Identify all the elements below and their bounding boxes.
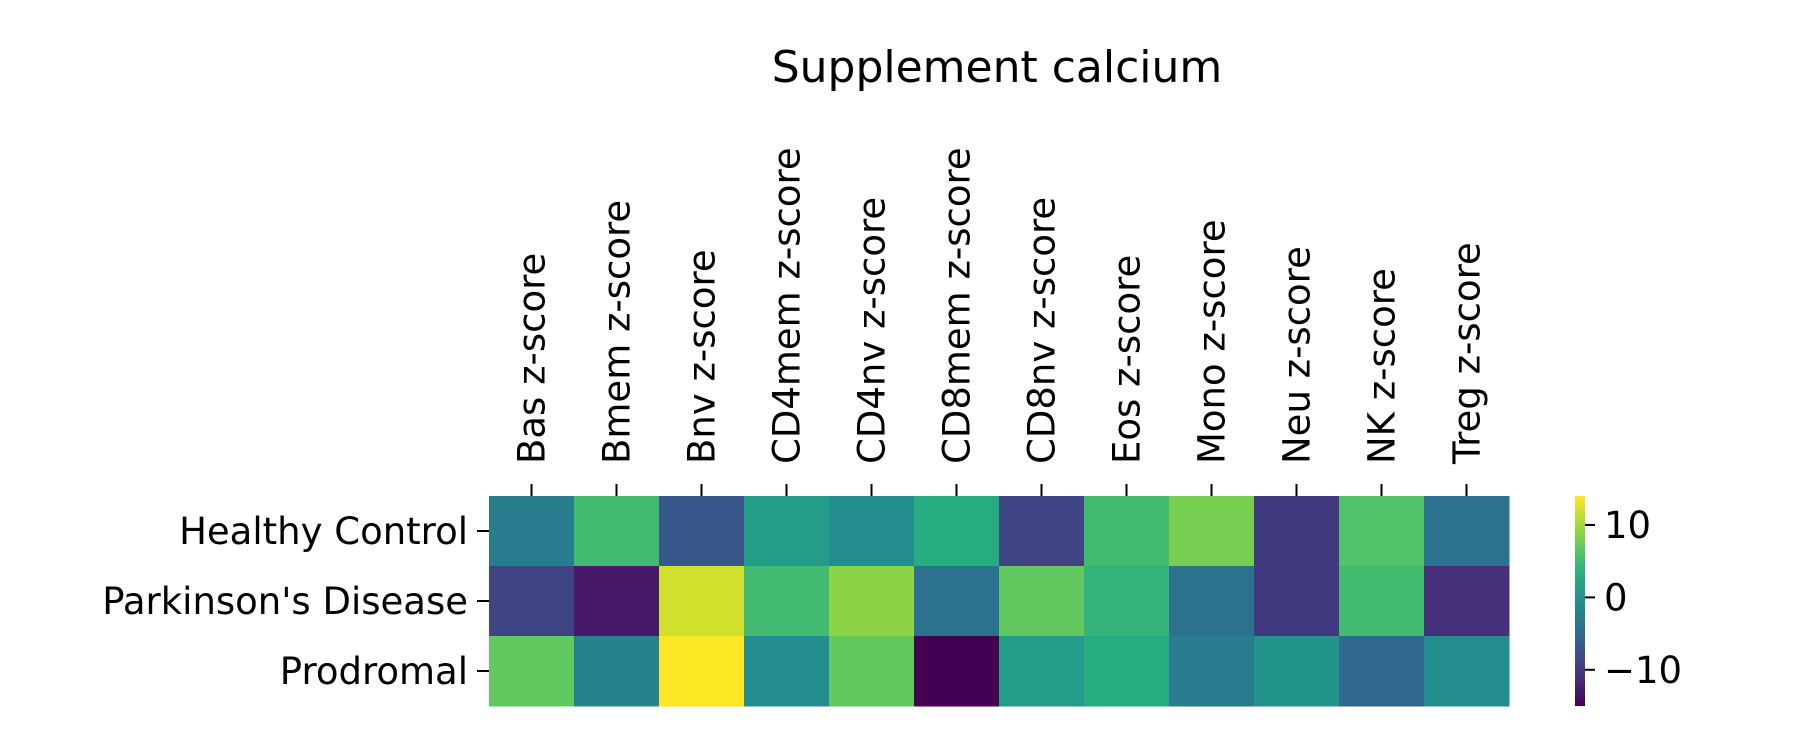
heatmap-cell bbox=[999, 566, 1085, 637]
x-tick-label: Bmem z-score bbox=[596, 200, 639, 464]
heatmap-cell bbox=[1084, 566, 1170, 637]
colorbar-tick-label: 10 bbox=[1604, 504, 1651, 547]
heatmap-cell bbox=[914, 636, 1000, 707]
heatmap-cell bbox=[489, 566, 575, 637]
x-tick-label: Bas z-score bbox=[511, 253, 554, 464]
heatmap-cell bbox=[1254, 566, 1340, 637]
heatmap-cell bbox=[999, 496, 1085, 567]
heatmap-cell bbox=[1169, 566, 1255, 637]
x-tick-label: Treg z-score bbox=[1446, 242, 1489, 465]
heatmap-cell bbox=[489, 496, 575, 567]
heatmap-cell bbox=[744, 496, 830, 567]
x-tick-label: CD8nv z-score bbox=[1021, 197, 1064, 464]
colorbar-tick-label: 0 bbox=[1604, 576, 1628, 619]
x-axis: Bas z-score Bmem z-score Bnv z-score CD4mem… bbox=[511, 147, 1489, 496]
heatmap-cell bbox=[1169, 636, 1255, 707]
heatmap-cell bbox=[1424, 496, 1510, 567]
heatmap-cell bbox=[489, 636, 575, 707]
heatmap-cell bbox=[744, 636, 830, 707]
heatmap-cell bbox=[1339, 496, 1425, 567]
heatmap-cell bbox=[1424, 636, 1510, 707]
colorbar: 10 0 −10 bbox=[1575, 496, 1682, 706]
heatmap-cell bbox=[1254, 636, 1340, 707]
heatmap-cell bbox=[1254, 496, 1340, 567]
heatmap-cell bbox=[914, 496, 1000, 567]
heatmap-cell bbox=[829, 636, 915, 707]
heatmap-cell bbox=[574, 636, 660, 707]
x-tick-label: Bnv z-score bbox=[681, 249, 724, 464]
colorbar-gradient bbox=[1575, 496, 1585, 706]
heatmap-cell bbox=[999, 636, 1085, 707]
y-tick-label: Prodromal bbox=[280, 650, 468, 693]
heatmap-cell bbox=[1424, 566, 1510, 637]
y-tick-label: Parkinson's Disease bbox=[102, 580, 468, 623]
heatmap-cell bbox=[1339, 566, 1425, 637]
x-tick-label: CD4nv z-score bbox=[851, 197, 894, 464]
heatmap-cell bbox=[659, 496, 745, 567]
heatmap-cell bbox=[1084, 636, 1170, 707]
x-tick-label: Neu z-score bbox=[1276, 246, 1319, 464]
heatmap-cell bbox=[659, 636, 745, 707]
heatmap-cells bbox=[489, 496, 1510, 707]
y-axis: Healthy Control Parkinson's Disease Prodro… bbox=[102, 510, 489, 693]
x-tick-label: CD4mem z-score bbox=[766, 147, 809, 464]
heatmap-cell bbox=[659, 566, 745, 637]
heatmap-cell bbox=[1084, 496, 1170, 567]
heatmap-cell bbox=[744, 566, 830, 637]
heatmap-cell bbox=[914, 566, 1000, 637]
x-tick-label: Eos z-score bbox=[1106, 255, 1149, 464]
heatmap-cell bbox=[1339, 636, 1425, 707]
x-tick-label: CD8mem z-score bbox=[936, 147, 979, 464]
colorbar-tick-label: −10 bbox=[1604, 649, 1682, 692]
heatmap-cell bbox=[1169, 496, 1255, 567]
heatmap-cell bbox=[574, 566, 660, 637]
y-tick-label: Healthy Control bbox=[179, 510, 468, 553]
x-tick-label: NK z-score bbox=[1361, 268, 1404, 464]
x-tick-label: Mono z-score bbox=[1191, 219, 1234, 464]
heatmap-cell bbox=[574, 496, 660, 567]
heatmap-cell bbox=[829, 496, 915, 567]
heatmap-cell bbox=[829, 566, 915, 637]
chart-title: Supplement calcium bbox=[772, 42, 1223, 93]
